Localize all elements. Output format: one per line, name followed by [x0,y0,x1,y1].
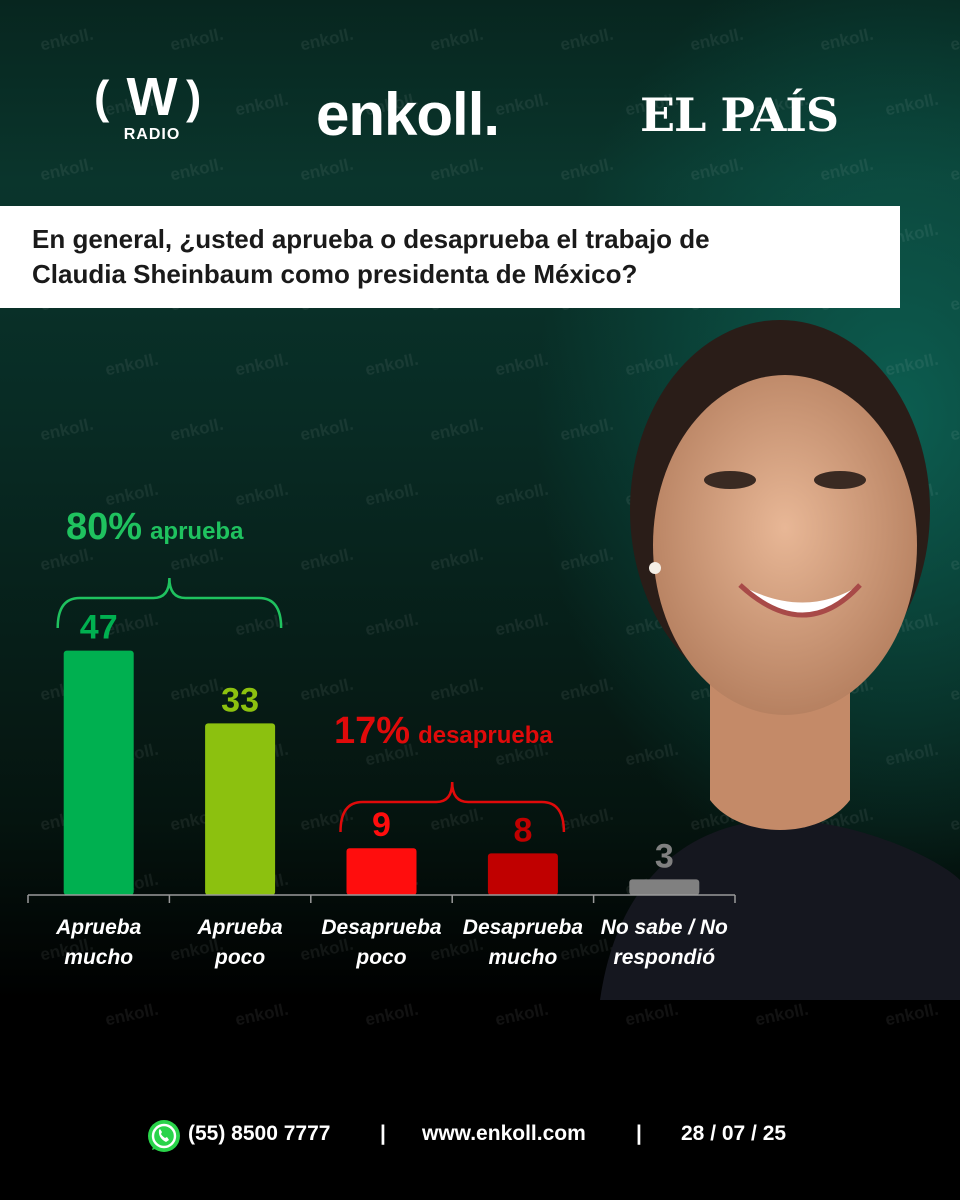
approve-summary-label: aprueba [150,518,244,545]
disapprove-summary: 17% desaprueba [334,710,553,753]
group-bracket [339,781,566,833]
bar-chart: 47 Aprueba mucho 33 Aprueba poco 9 Desaprueba po… [27,577,736,969]
bar-value-label: 33 [221,681,259,719]
bar-2 [346,848,417,895]
whatsapp-icon [148,1120,180,1152]
footer-separator: | [380,1122,386,1145]
category-label: poco [355,946,406,969]
category-label: Aprueba [197,916,284,939]
bar-value-label: 47 [80,609,118,647]
category-label: Desaprueba [321,916,442,939]
footer-date: 28 / 07 / 25 [681,1122,787,1145]
bar-3 [487,853,558,895]
category-label: Desaprueba [463,916,584,939]
bar-value-label: 9 [372,806,391,844]
w-radio-logo: ( W ) RADIO [94,66,210,148]
category-label: Aprueba [55,916,142,939]
footer-separator: | [636,1122,642,1145]
bar-4 [629,879,700,895]
approve-summary-pct: 80% [66,506,143,548]
footer-phone: (55) 8500 7777 [188,1122,331,1145]
bar-value-label: 8 [513,811,532,849]
footer-website[interactable]: www.enkoll.com [422,1122,586,1145]
approve-summary: 80% aprueba [66,506,243,549]
el-pais-logo: EL PAÍS [640,88,839,142]
category-label: poco [214,946,265,969]
bar-value-label: 3 [655,837,674,875]
radio-wave-left-icon: ( [94,71,110,123]
disapprove-summary-label: desaprueba [418,722,553,749]
bar-1 [205,723,276,895]
question-band [0,206,900,308]
category-label: mucho [488,946,557,969]
portrait-image [600,320,960,1000]
disapprove-summary-pct: 17% [334,710,411,752]
category-label: respondió [614,946,716,969]
w-radio-logo-letter: W [126,67,178,127]
bar-0 [63,650,134,895]
w-radio-logo-text: RADIO [123,126,181,143]
footer: (55) 8500 7777 | www.enkoll.com | 28 / 0… [0,1118,960,1154]
group-bracket [56,577,283,629]
radio-wave-right-icon: ) [186,71,202,123]
category-label: No sabe / No [601,916,728,939]
enkoll-logo: enkoll. [316,81,500,148]
category-label: mucho [64,946,133,969]
survey-question: En general, ¿usted aprueba o desaprueba … [32,224,710,289]
